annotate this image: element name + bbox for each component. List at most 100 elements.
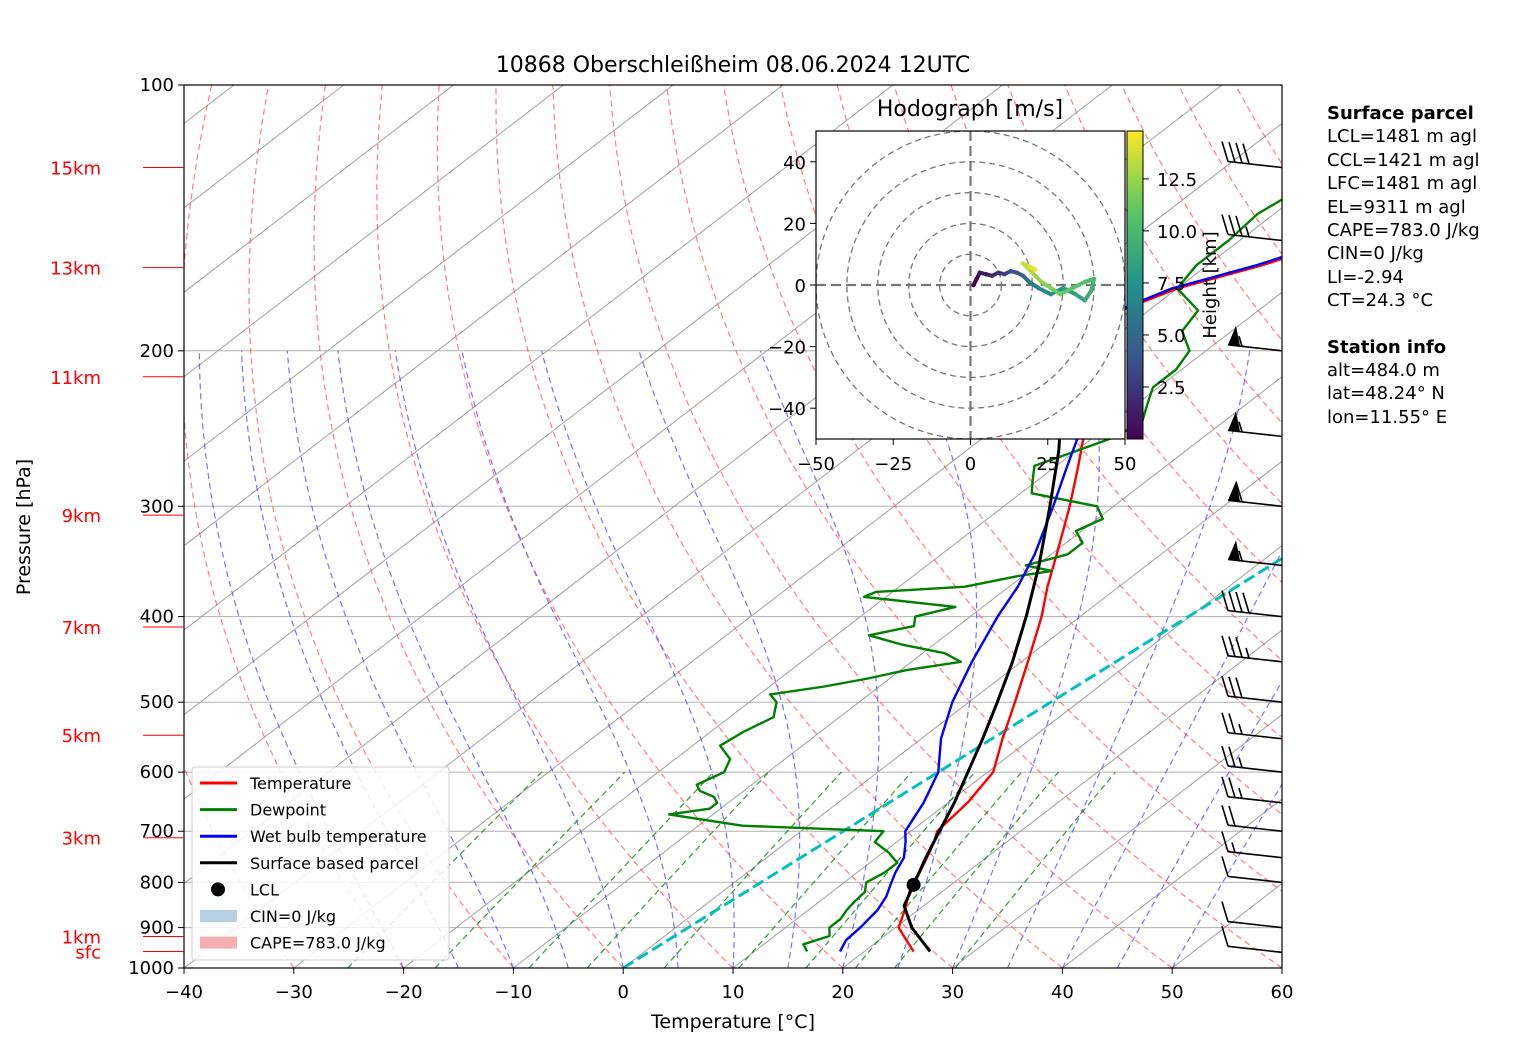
colorbar-tick-label: 10.0 xyxy=(1157,222,1197,243)
wind-barb-flag xyxy=(1235,142,1243,164)
x-tick-label: 50 xyxy=(1161,982,1184,1003)
dry-adiabat-line xyxy=(552,85,1063,968)
isotherm-line xyxy=(1062,798,1282,968)
moist-adiabat-line xyxy=(897,350,978,968)
isotherm-line xyxy=(293,207,1282,968)
x-tick-label: −10 xyxy=(494,982,532,1003)
mixing-ratio-line xyxy=(738,771,913,968)
wind-barb-flag xyxy=(1228,676,1236,698)
wind-barb-staff xyxy=(1227,945,1283,954)
hodograph: Hodograph [m/s] −50 −25 0 25 50 40 20 0 −20 −40 2… xyxy=(768,97,1221,475)
x-tick-label: −30 xyxy=(275,982,313,1003)
height-label: 13km xyxy=(50,259,101,280)
mixing-ratio-line xyxy=(854,771,1022,968)
hodograph-point xyxy=(1014,270,1020,275)
wind-barb-flag xyxy=(1235,591,1243,613)
legend-swatch-patch xyxy=(200,910,237,922)
chart-title: 10868 Oberschleißheim 08.06.2024 12UTC xyxy=(496,53,971,78)
colorbar-tick-label: 2.5 xyxy=(1157,378,1186,399)
hodograph-point xyxy=(1020,261,1026,266)
hodograph-point xyxy=(1048,292,1054,297)
wind-barb-staff xyxy=(1227,765,1283,773)
hodograph-x-tick-label: 0 xyxy=(965,454,976,475)
legend-label: LCL xyxy=(250,880,279,899)
hodograph-point xyxy=(1033,267,1038,272)
hodograph-point xyxy=(1061,285,1066,291)
moist-adiabat-line xyxy=(1116,680,1282,968)
moist-adiabat-line xyxy=(952,350,1100,968)
wind-barb-half-flag xyxy=(1238,757,1243,768)
wind-barb-pennant xyxy=(1228,540,1240,561)
hodograph-point xyxy=(1027,264,1032,269)
parcel-info-panel: Surface parcel LCL=1481 m agl CCL=1421 m… xyxy=(1327,102,1480,429)
surface-parcel-line: LCL=1481 m agl xyxy=(1327,126,1477,148)
station-info-line: lon=11.55° E xyxy=(1327,406,1448,428)
height-label: 1km xyxy=(62,927,101,948)
moist-adiabat-line xyxy=(1006,350,1251,968)
station-info-title: Station info xyxy=(1327,336,1447,358)
moist-adiabat-line xyxy=(638,350,801,968)
dry-adiabat-line xyxy=(666,85,1282,968)
hodograph-point xyxy=(1027,279,1032,285)
wind-barb-flag xyxy=(1221,831,1229,852)
isotherm-line xyxy=(184,85,784,547)
mixing-ratio-line xyxy=(663,771,842,968)
wind-barb-flag xyxy=(1228,141,1236,163)
wind-barb-flag xyxy=(1235,481,1243,502)
wind-barb-flag xyxy=(1242,592,1250,613)
hodograph-point xyxy=(1030,270,1035,275)
wind-barb-staff xyxy=(1227,499,1283,508)
wind-barb-flag xyxy=(1228,214,1236,236)
colorbar-tick-label: 12.5 xyxy=(1157,170,1197,191)
colorbar-label: Height [km] xyxy=(1200,231,1221,338)
wind-barb-staff xyxy=(1227,731,1283,740)
dewpoint-line xyxy=(667,198,1282,953)
hodograph-point xyxy=(1036,285,1041,291)
hodograph-y-tick-label: −20 xyxy=(768,338,806,359)
height-label: 15km xyxy=(50,158,101,179)
hodograph-title: Hodograph [m/s] xyxy=(877,97,1063,122)
wind-barb-flag xyxy=(1221,901,1229,922)
moist-adiabat-line xyxy=(541,350,735,968)
wind-barb-staff xyxy=(1227,429,1283,438)
surface-parcel-line: CCL=1421 m agl xyxy=(1327,149,1480,171)
wind-barb-half-flag xyxy=(1238,335,1243,347)
moist-adiabat-line xyxy=(286,350,514,968)
mixing-ratio-line xyxy=(954,771,1116,968)
wind-barb-staff xyxy=(1227,233,1283,242)
x-tick-label: 0 xyxy=(617,982,628,1003)
isotherm-line xyxy=(184,85,454,293)
hodograph-point xyxy=(1008,268,1013,274)
dry-adiabat-line xyxy=(495,85,953,968)
wind-barb-flag xyxy=(1221,926,1229,947)
y-tick-label: 800 xyxy=(140,872,174,893)
dry-adiabat-line xyxy=(1007,85,1282,505)
surface-parcel-line: EL=9311 m agl xyxy=(1327,196,1466,218)
wind-barb-half-flag xyxy=(1238,787,1243,799)
wind-barbs xyxy=(1221,141,1283,954)
hodograph-point xyxy=(1082,279,1088,285)
legend-label: Surface based parcel xyxy=(250,854,419,873)
isotherm-line xyxy=(952,713,1282,968)
x-tick-label: 60 xyxy=(1271,982,1294,1003)
colorbar-tick-label: 5.0 xyxy=(1157,326,1186,347)
hodograph-point xyxy=(974,276,979,282)
hodograph-point xyxy=(1002,272,1007,277)
moist-adiabat-line xyxy=(1061,549,1282,968)
y-axis-ticks: 100 200 300 400 500 600 700 800 900 1000 xyxy=(128,75,184,979)
wind-barb-half-flag xyxy=(1238,421,1243,433)
hodograph-point xyxy=(983,272,989,277)
y-tick-label: 700 xyxy=(140,821,174,842)
wind-barb-flag xyxy=(1221,590,1229,611)
convective-temperature-line xyxy=(622,556,1282,968)
hodograph-point xyxy=(971,282,976,288)
y-tick-label: 900 xyxy=(140,918,174,939)
x-tick-label: 30 xyxy=(941,982,964,1003)
dry-adiabat-line xyxy=(313,85,624,968)
hodograph-point xyxy=(1070,285,1075,291)
y-tick-label: 500 xyxy=(140,692,174,713)
dry-adiabat-line xyxy=(376,85,734,968)
wind-barb-staff xyxy=(1227,824,1283,833)
wind-barb-staff xyxy=(1227,695,1283,703)
